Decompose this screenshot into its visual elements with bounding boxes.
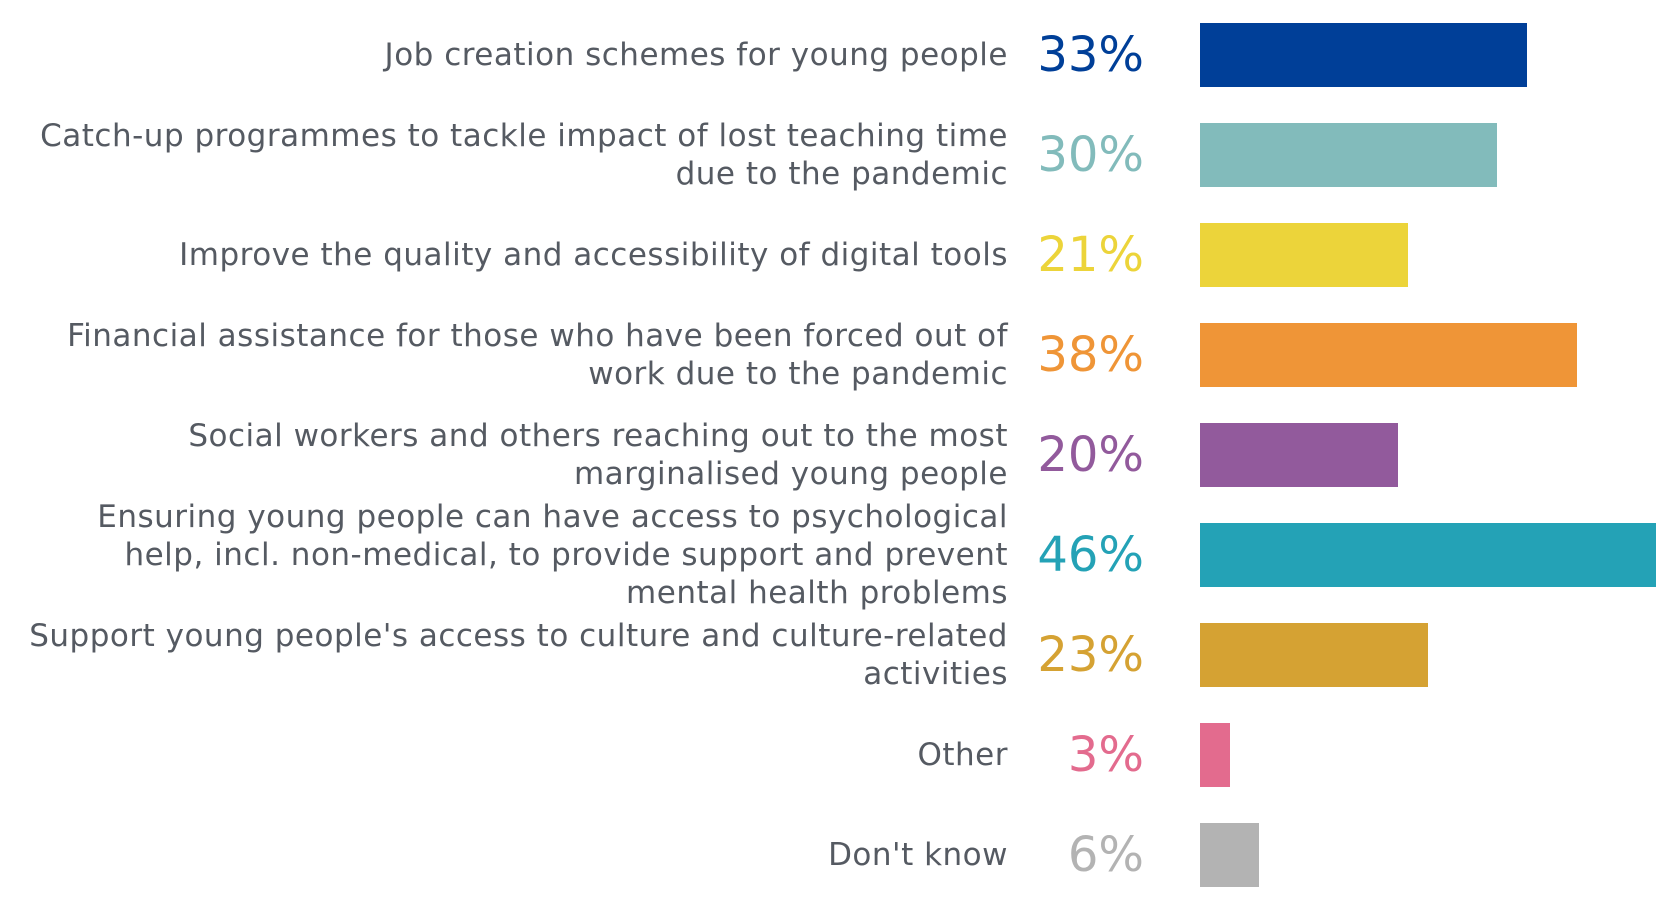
bar bbox=[1200, 823, 1259, 887]
bar-row: Financial assistance for those who have … bbox=[0, 305, 1656, 405]
category-label: Social workers and others reaching out t… bbox=[188, 418, 1008, 492]
category-label: Financial assistance for those who have … bbox=[67, 318, 1008, 392]
bar-row: Don't know 6% bbox=[0, 805, 1656, 905]
category-label: Other bbox=[917, 737, 1008, 773]
value-label: 46% bbox=[1037, 527, 1144, 583]
bar-row: Other 3% bbox=[0, 705, 1656, 805]
bar bbox=[1200, 423, 1398, 487]
value-label: 33% bbox=[1037, 27, 1144, 83]
value-label: 3% bbox=[1067, 727, 1144, 783]
bar bbox=[1200, 23, 1527, 87]
bar bbox=[1200, 723, 1230, 787]
bar-row: Job creation schemes for young people 33% bbox=[0, 5, 1656, 105]
bar bbox=[1200, 223, 1408, 287]
value-label: 38% bbox=[1037, 327, 1144, 383]
value-label: 23% bbox=[1037, 627, 1144, 683]
category-label: Improve the quality and accessibility of… bbox=[179, 237, 1008, 273]
value-label: 30% bbox=[1037, 127, 1144, 183]
value-label: 21% bbox=[1037, 227, 1144, 283]
bar-row: Social workers and others reaching out t… bbox=[0, 405, 1656, 505]
category-label: Ensuring young people can have access to… bbox=[97, 499, 1008, 611]
value-label: 6% bbox=[1067, 827, 1144, 883]
category-label: Job creation schemes for young people bbox=[384, 37, 1008, 73]
category-label: Support young people's access to culture… bbox=[29, 618, 1008, 692]
bar-row: Support young people's access to culture… bbox=[0, 605, 1656, 705]
bar bbox=[1200, 323, 1577, 387]
bar-row: Ensuring young people can have access to… bbox=[0, 499, 1656, 611]
bar bbox=[1200, 123, 1497, 187]
bar bbox=[1200, 523, 1656, 587]
category-label: Don't know bbox=[828, 837, 1008, 873]
value-label: 20% bbox=[1037, 427, 1144, 483]
category-label: Catch-up programmes to tackle impact of … bbox=[40, 118, 1008, 192]
bar-row: Improve the quality and accessibility of… bbox=[0, 205, 1656, 305]
bar-row: Catch-up programmes to tackle impact of … bbox=[0, 105, 1656, 205]
bar bbox=[1200, 623, 1428, 687]
